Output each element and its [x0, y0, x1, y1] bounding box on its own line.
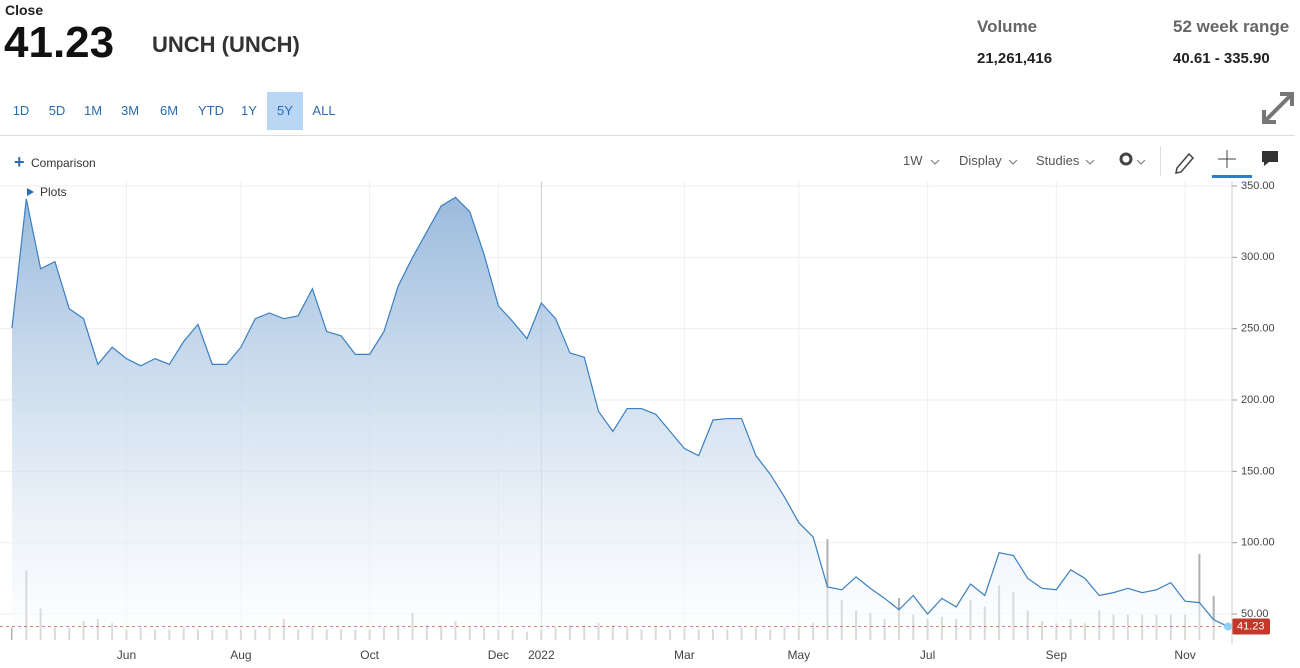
- symbol-name: UNCH (UNCH): [152, 32, 300, 57]
- x-tick-label: May: [787, 648, 810, 662]
- x-tick-label: Aug: [230, 648, 251, 662]
- separator: [1160, 146, 1161, 176]
- interval-button[interactable]: 1W: [903, 153, 923, 168]
- x-tick-label: 2022: [528, 648, 555, 662]
- plots-arrow[interactable]: [27, 188, 34, 196]
- volume-bar: [1198, 553, 1201, 640]
- price-line: [11, 196, 1229, 628]
- range-button[interactable]: 5D: [48, 103, 66, 118]
- x-tick-label: Jun: [117, 648, 136, 662]
- x-tick-label: Mar: [674, 648, 695, 662]
- y-tick-label: 50.00: [1241, 608, 1269, 620]
- area-fill: [12, 197, 1228, 640]
- range-button[interactable]: 5Y: [267, 92, 303, 130]
- comparison-button[interactable]: Comparison: [31, 156, 96, 170]
- last-price-tag: [1232, 618, 1270, 635]
- y-tick-label: 100.00: [1241, 537, 1275, 549]
- dropdown-icons: [930, 152, 1146, 166]
- range-button[interactable]: 3M: [120, 103, 140, 118]
- x-tick-label: Dec: [488, 648, 509, 662]
- range-button[interactable]: ALL: [312, 103, 336, 118]
- range-value: 40.61 - 335.90: [1173, 50, 1270, 67]
- y-tick-label: 150.00: [1241, 465, 1275, 477]
- volume-value: 21,261,416: [977, 50, 1053, 67]
- range-button[interactable]: 6M: [159, 103, 179, 118]
- x-tick-label: Oct: [360, 648, 379, 662]
- range-button[interactable]: 1D: [12, 103, 30, 118]
- divider: [0, 135, 1295, 136]
- close-value: 41.23: [4, 18, 115, 67]
- expand-icon[interactable]: [1258, 88, 1298, 128]
- x-tick-label: Jul: [920, 648, 935, 662]
- chart: Plots 50.00 100.00 150.00 200.00 250.00 300.0…: [0, 180, 1275, 662]
- plus-icon[interactable]: +: [14, 152, 25, 172]
- last-point: [1224, 622, 1232, 631]
- y-tick-label: 300.00: [1241, 251, 1275, 263]
- close-label: Close: [5, 2, 44, 18]
- range-button[interactable]: 1M: [83, 103, 103, 118]
- last-price-label: 41.23: [1237, 620, 1265, 632]
- y-tick-label: 350.00: [1241, 180, 1275, 192]
- volume-bar: [1212, 595, 1215, 640]
- range-button[interactable]: YTD: [198, 103, 224, 118]
- x-tick-label: Nov: [1174, 648, 1195, 662]
- x-tick-label: Sep: [1046, 648, 1068, 662]
- tool-icons[interactable]: [1172, 146, 1287, 178]
- plots-toggle[interactable]: Plots: [40, 185, 67, 199]
- range-label: 52 week range: [1173, 17, 1290, 36]
- range-button[interactable]: 1Y: [241, 103, 257, 118]
- studies-button[interactable]: Studies: [1036, 153, 1080, 168]
- volume-label: Volume: [977, 17, 1038, 36]
- y-tick-label: 250.00: [1241, 323, 1275, 335]
- display-button[interactable]: Display: [959, 153, 1002, 168]
- y-tick-label: 200.00: [1241, 394, 1275, 406]
